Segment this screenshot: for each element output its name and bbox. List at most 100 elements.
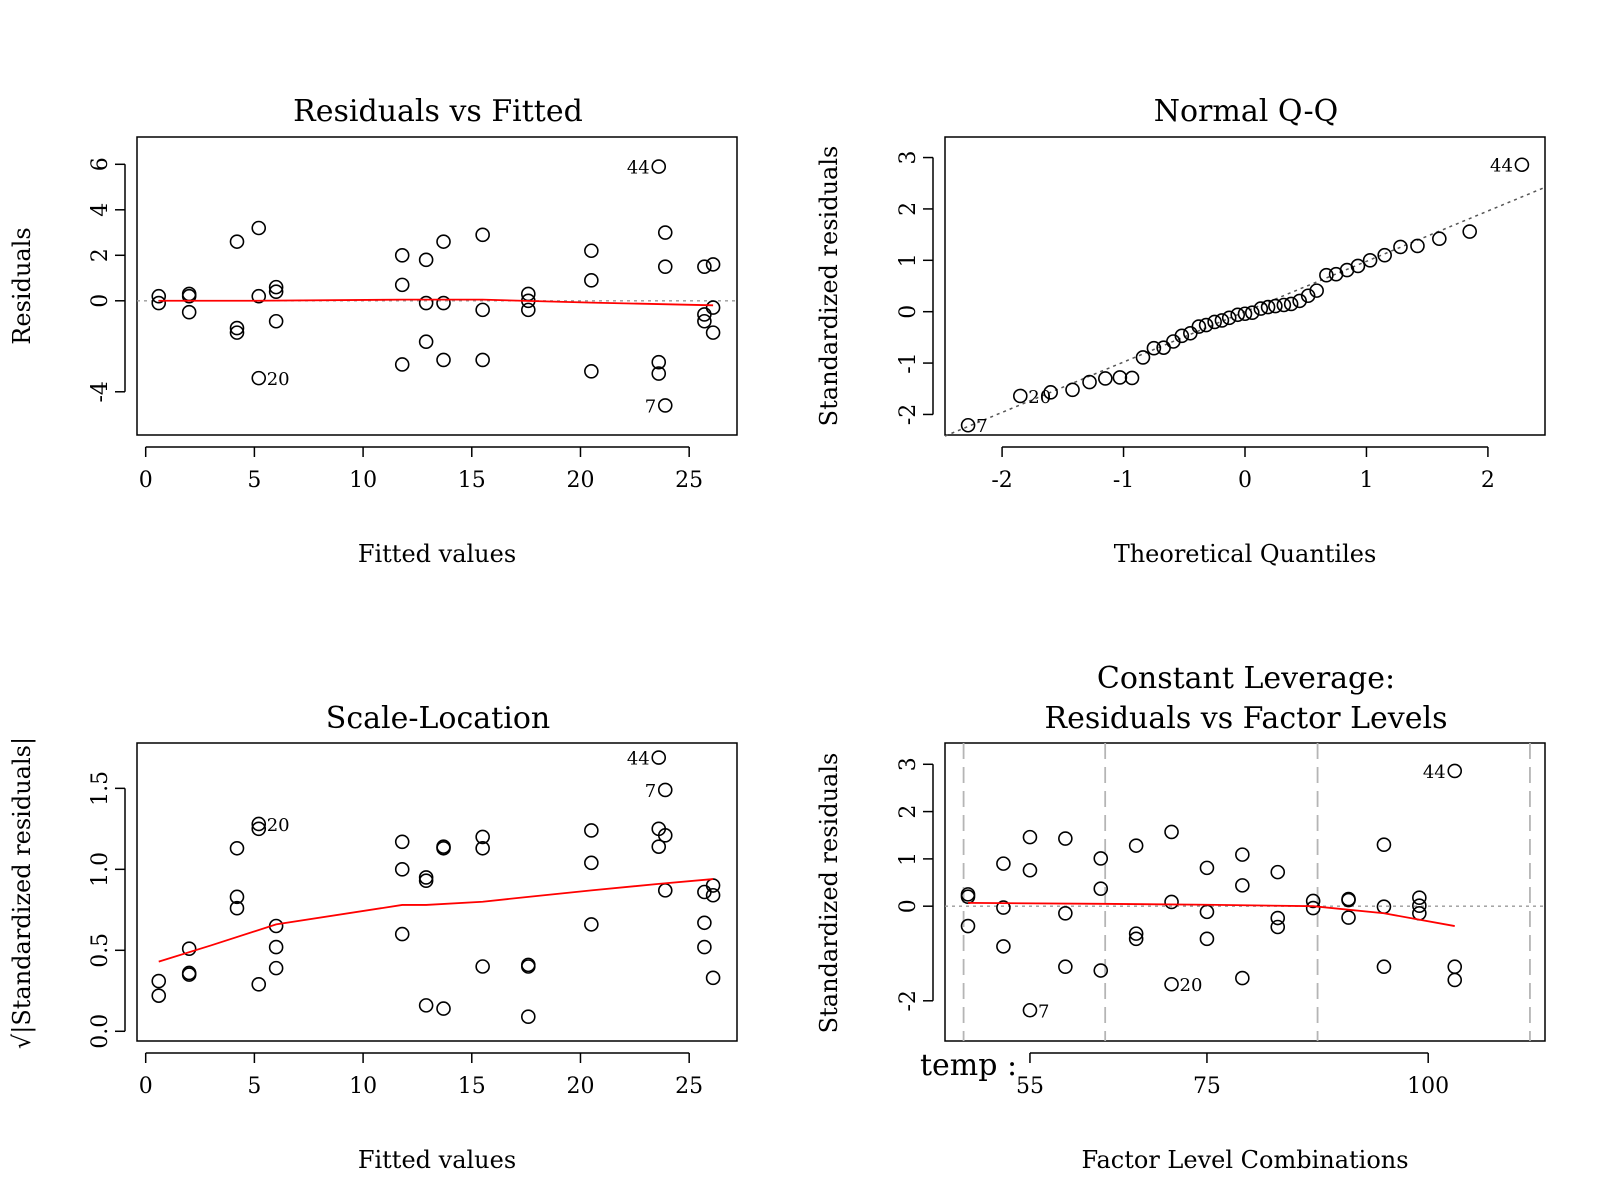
data-point [1270,864,1286,880]
y-tick-label: -4 [88,381,113,402]
chart-title: Residuals vs Fitted [293,94,583,129]
x-axis-label: Fitted values [358,540,516,568]
data-point [1376,837,1392,852]
data-point [418,873,434,888]
data-point [394,277,410,293]
data-point [1350,258,1366,274]
data-point [657,828,673,843]
data-point [251,977,267,992]
data-point [1093,963,1109,978]
data-point [705,325,721,340]
normal-qq-panel: Normal Q-Q Theoretical Quantiles Standar… [815,94,1546,568]
x-tick-label: 25 [675,1074,703,1099]
point-label: 20 [267,815,290,836]
data-point [181,967,197,982]
point-label: 7 [1038,1001,1049,1022]
data-point [1235,970,1250,986]
data-point [268,284,284,299]
data-point [697,915,712,931]
data-point [697,259,712,274]
data-point [584,917,599,932]
data-point [1013,388,1028,404]
data-point [1198,317,1214,333]
data-point [1462,224,1477,239]
data-point [1022,1002,1038,1018]
data-point [251,370,267,386]
y-tick-label: 2 [896,202,921,216]
data-point [651,354,667,370]
y-tick-label: 6 [88,157,113,171]
data-point [1377,247,1392,263]
scale-location-panel: Scale-Location Fitted values √|Standardi… [8,701,738,1174]
data-point [1128,926,1144,941]
x-tick-label: 75 [1193,1074,1221,1099]
y-tick-label: 0.5 [88,933,113,968]
data-point [996,939,1011,954]
x-tick-label: 20 [566,1074,594,1099]
data-point [475,840,490,856]
data-point [1183,325,1198,341]
data-point [394,926,410,942]
data-point [1199,904,1215,920]
data-point [1309,283,1324,298]
y-tick-label: -2 [896,990,921,1011]
data-point [1128,838,1144,853]
data-point [418,295,434,311]
data-point [475,302,490,318]
data-point [521,1009,536,1025]
data-point [229,840,245,856]
data-point [705,878,721,893]
data-point [1270,919,1286,935]
data-point [1174,328,1190,344]
data-point [1362,253,1378,268]
y-tick-label: 3 [896,757,921,771]
plot-frame [944,136,1546,436]
x-tick-label: -2 [991,468,1012,493]
data-point [1410,238,1425,254]
point-label: 7 [645,396,656,417]
data-point [651,159,667,174]
data-point [181,941,197,956]
chart-title: Constant Leverage: [1097,661,1395,696]
data-point [268,279,284,295]
data-point [651,750,667,765]
data-point [1022,862,1038,878]
chart-title: Normal Q-Q [1154,94,1339,129]
data-point [394,357,410,372]
data-point [475,829,490,845]
x-tick-label: 15 [458,468,486,493]
data-point [697,939,712,955]
data-point [1164,976,1179,992]
data-point [1093,881,1109,896]
x-tick-label: 20 [566,468,594,493]
data-point [394,862,410,877]
data-point [1393,239,1408,255]
data-point [657,225,673,240]
x-tick-label: 10 [349,468,377,493]
data-point [418,998,434,1013]
x-tick-label: -1 [1113,468,1134,493]
y-tick-label: 2 [896,805,921,819]
data-point [1022,829,1038,845]
x-tick-label: 0 [139,1074,153,1099]
data-point [436,840,451,856]
x-tick-label: 2 [1481,468,1495,493]
data-point [1270,910,1286,926]
data-point [1237,306,1253,322]
data-point [418,252,434,268]
point-label: 44 [1490,156,1513,177]
data-point [1260,299,1276,315]
y-tick-label: 3 [896,151,921,165]
data-point [1093,851,1109,866]
data-point [1268,298,1283,314]
y-tick-label: 1.5 [88,771,113,806]
data-point [268,313,284,329]
data-point [1191,319,1207,334]
data-point [1221,310,1237,326]
data-point [151,288,167,304]
y-tick-label: 2 [88,248,113,262]
data-point [697,884,712,900]
data-point [651,366,667,381]
data-point [1412,898,1427,914]
data-point [181,304,197,320]
